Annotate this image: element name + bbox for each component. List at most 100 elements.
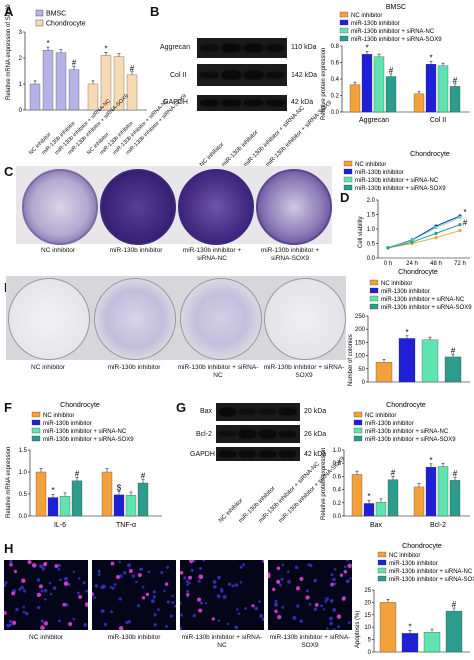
nucleus-dot (222, 595, 227, 599)
legend-g-swatch (353, 427, 363, 434)
x-tick-label-d: 24 h (406, 261, 418, 267)
point-d (410, 240, 414, 244)
nucleus-dot (216, 594, 221, 599)
bar-a (29, 83, 41, 111)
apoptotic-dot (27, 560, 32, 565)
legend-e-swatch (369, 287, 379, 294)
line-d (387, 216, 461, 249)
apoptotic-dot (343, 569, 348, 574)
line-d (387, 229, 461, 249)
chart-b: BMSC NC inhibitor miR-130b inhibitor miR-1… (321, 4, 470, 124)
nucleus-dot (281, 605, 285, 609)
h-tick-label: 10 (364, 625, 371, 631)
nucleus-dot (185, 579, 189, 583)
nucleus-dot (109, 586, 112, 589)
nucleus-dot (97, 569, 101, 574)
nucleus-dot (48, 581, 52, 585)
legend-d-swatch (343, 168, 353, 175)
nucleus-dot (147, 570, 151, 574)
chart-b-title: BMSC (386, 4, 406, 11)
nucleus-dot (287, 570, 290, 573)
g-tick-label: 0.6 (333, 474, 342, 480)
legend-e-label: miR-130b inhibitor + siRNA-SOX9 (381, 305, 472, 311)
nucleus-dot (22, 610, 26, 614)
apoptotic-dot (277, 615, 282, 620)
nucleus-dot (332, 577, 336, 582)
b-tick-label: 0.0 (331, 110, 340, 116)
nucleus-dot (72, 570, 75, 574)
significance-mark-h: * (408, 622, 411, 631)
legend-f-swatch (31, 411, 41, 418)
group-label-il6: IL-6 (54, 522, 66, 529)
y-axis-label-g: Relative protein expression (321, 448, 327, 520)
apoptotic-dot (145, 592, 150, 597)
nucleus-dot (183, 576, 187, 580)
group-label-tnfa: TNF-α (116, 522, 136, 529)
h-tick-label: 0 (368, 650, 372, 656)
nucleus-dot (188, 581, 191, 585)
nucleus-dot (6, 623, 11, 628)
legend-e-label: miR-130b inhibitor (381, 289, 430, 295)
nucleus-dot (299, 619, 304, 623)
bar-a (126, 74, 138, 111)
y-axis-label-b: Relative protein expression (321, 48, 327, 120)
nucleus-dot (166, 600, 170, 604)
bar-b (425, 64, 437, 113)
dish-e-2 (94, 278, 176, 360)
nucleus-dot (217, 575, 221, 580)
nucleus-dot (202, 560, 206, 562)
apoptotic-dot (198, 608, 203, 613)
nucleus-dot (313, 607, 318, 612)
bar-g (387, 479, 399, 517)
legend-g-label: NC inhibitor (365, 413, 396, 419)
nucleus-dot (9, 623, 13, 627)
nucleus-dot (150, 599, 155, 604)
dish-c-2 (100, 169, 176, 245)
significance-mark-d: * (463, 208, 466, 217)
significance-mark-f: $ (117, 484, 122, 493)
group-label-col2: Col II (430, 117, 446, 124)
nucleus-dot (163, 589, 166, 593)
g-tick-label: 0.4 (333, 488, 342, 494)
x-tick-label-d: 72 h (454, 261, 466, 267)
x-tick-label-d: 0 h (384, 261, 392, 267)
fluor-dots-h-4 (268, 560, 352, 630)
legend-b-swatch (339, 27, 349, 34)
bar-f (125, 495, 137, 517)
nucleus-dot (118, 560, 122, 564)
chart-a: BMSC Chondrocyte Relative mRNA expressio… (6, 4, 147, 114)
nucleus-dot (180, 613, 183, 617)
legend-b-swatch (339, 19, 349, 26)
d-tick-label: 1.5 (367, 213, 376, 219)
blot-gapdh-g (216, 447, 300, 461)
nucleus-dot (307, 563, 310, 566)
a-tick-label: 2 (19, 56, 23, 62)
bar-g (375, 501, 387, 517)
bar-f (113, 494, 125, 517)
point-d (386, 246, 390, 250)
nucleus-dot (156, 608, 160, 611)
f-tick-label: 0.0 (19, 514, 28, 520)
significance-mark-d: # (463, 219, 468, 228)
plate-c (16, 166, 332, 245)
kda-aggrecan: 110 kDa (291, 44, 317, 51)
nucleus-dot (72, 617, 76, 621)
apoptotic-dot (11, 591, 16, 596)
nucleus-dot (22, 589, 27, 593)
nucleus-dot (94, 584, 98, 588)
y-axis-label-e: Number of colonies (348, 334, 354, 386)
blot-bcl2 (216, 425, 300, 443)
apoptotic-dot (137, 573, 142, 578)
legend-b-label: miR-130b inhibitor + siRNA-NC (351, 29, 435, 35)
legend-f-label: NC inhibitor (43, 413, 74, 419)
h-tick-label: 15 (364, 613, 371, 619)
kda-gapdh-g: 42 kDa (304, 451, 327, 458)
a-tick-label: 3 (19, 30, 23, 36)
apoptotic-dot (92, 592, 94, 597)
nucleus-dot (333, 582, 337, 586)
nucleus-dot (152, 590, 156, 594)
significance-mark-h: # (452, 600, 457, 609)
legend-g-swatch (353, 435, 363, 442)
line-d (387, 215, 461, 249)
h-tick-label: 20 (364, 600, 371, 606)
